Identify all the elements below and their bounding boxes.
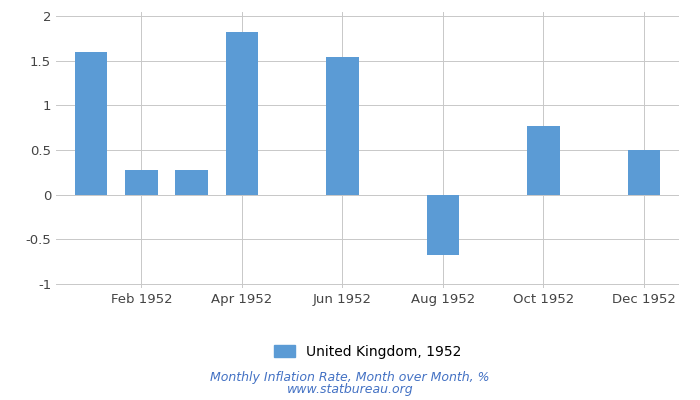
Bar (627, 150, 660, 194)
Bar (326, 58, 358, 194)
Text: Monthly Inflation Rate, Month over Month, %: Monthly Inflation Rate, Month over Month… (210, 372, 490, 384)
Bar (175, 170, 208, 194)
Bar (225, 32, 258, 194)
Bar (125, 170, 158, 194)
Bar (527, 126, 560, 194)
Bar (426, 194, 459, 255)
Legend: United Kingdom, 1952: United Kingdom, 1952 (274, 345, 461, 359)
Text: www.statbureau.org: www.statbureau.org (287, 384, 413, 396)
Bar (75, 52, 108, 194)
